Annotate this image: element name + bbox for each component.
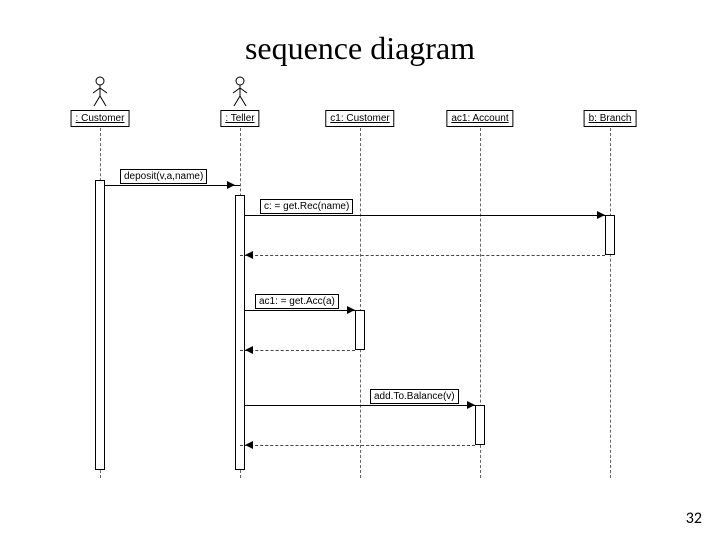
message-label-0: deposit(v,a,name): [120, 169, 207, 184]
participant-label-b: b: Branch: [584, 110, 637, 127]
message-line-0: [105, 185, 240, 186]
message-line-1: [245, 215, 610, 216]
page-number: 32: [686, 509, 702, 528]
participant-label-ac1: ac1: Account: [446, 110, 513, 127]
message-line-3: [245, 310, 360, 311]
activation-b: [605, 215, 615, 255]
activation-customer: [95, 180, 105, 470]
message-arrowhead-4: [245, 346, 253, 354]
message-label-3: ac1: = get.Acc(a): [255, 294, 339, 309]
message-arrowhead-0: [227, 181, 235, 189]
message-arrowhead-5: [467, 401, 475, 409]
lifeline-b: [610, 128, 611, 478]
lifeline-c1: [360, 128, 361, 478]
message-line-4: [240, 350, 355, 351]
sequence-diagram: : Customer : Teller c1: Customer ac1: Accou…: [60, 110, 680, 480]
message-arrowhead-3: [347, 306, 355, 314]
message-label-5: add.To.Balance(v): [370, 389, 459, 404]
message-label-1: c: = get.Rec(name): [260, 199, 353, 214]
message-arrowhead-2: [245, 251, 253, 259]
participant-label-c1: c1: Customer: [325, 110, 394, 127]
activation-teller: [235, 195, 245, 470]
activation-c1: [355, 310, 365, 350]
message-line-6: [240, 445, 475, 446]
message-arrowhead-1: [597, 211, 605, 219]
message-arrowhead-6: [245, 441, 253, 449]
page-title: sequence diagram: [0, 30, 720, 67]
participant-label-teller: : Teller: [220, 110, 259, 127]
message-line-5: [245, 405, 480, 406]
message-line-2: [240, 255, 605, 256]
activation-ac1: [475, 405, 485, 445]
participant-label-customer: : Customer: [71, 110, 130, 127]
